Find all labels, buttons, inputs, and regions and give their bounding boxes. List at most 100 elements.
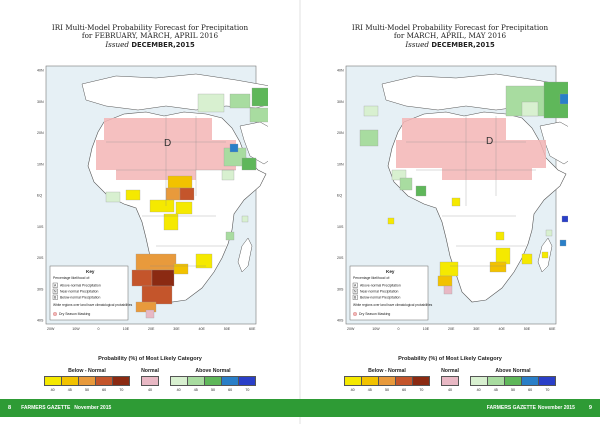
- legend-above-normal: Above Normal 40 45 50 60 70: [170, 368, 256, 392]
- above-normal-region: [221, 169, 235, 181]
- legend-below-label: Below - Normal: [68, 368, 106, 374]
- dry-mask-icon: [53, 312, 57, 316]
- footer-date: November 2015: [74, 405, 112, 411]
- key-title: Key: [86, 269, 95, 274]
- longitude-label: 60E: [549, 327, 556, 331]
- latitude-label: 40N: [37, 69, 44, 73]
- legend-title: Probability (%) of Most Likely Category: [98, 356, 202, 362]
- legend-normal-ticks: 40: [441, 388, 459, 392]
- legend-above-label: Above Normal: [195, 368, 231, 374]
- legend-swatch: [96, 377, 113, 385]
- footer-bar-left: 8 FARMERS GAZETTE November 2015: [0, 399, 300, 417]
- legend-below-normal: Below - Normal 40 45 50 60 70: [44, 368, 130, 392]
- latitude-label: EQ: [337, 194, 342, 198]
- key-item-label: Below-normal Precipitation: [360, 296, 400, 300]
- above-normal-region: [521, 101, 539, 117]
- legend-swatch: [188, 377, 205, 385]
- longitude-label: 10W: [372, 327, 380, 331]
- latitude-label: 30N: [337, 100, 344, 104]
- below-normal-region: [489, 261, 507, 273]
- legend-below-swatches: [44, 376, 130, 386]
- key-item-label: Near-normal Precipitation: [60, 290, 99, 294]
- issued-line: Issued DECEMBER,2015: [105, 39, 195, 49]
- legend-swatch: [113, 377, 129, 385]
- legend-below-swatches: [344, 376, 430, 386]
- landmass-arabia: [239, 121, 268, 165]
- below-normal-region: [141, 285, 173, 305]
- legend-swatch: [413, 377, 429, 385]
- legend-tick: 60: [102, 388, 107, 392]
- legend-swatch: [345, 377, 362, 385]
- legend-tick: 45: [193, 388, 198, 392]
- legend-tick: 70: [545, 388, 550, 392]
- below-normal-region: [163, 213, 179, 231]
- below-normal-region: [495, 247, 511, 265]
- latitude-label: 40S: [37, 319, 44, 323]
- longitude-label: 0: [98, 327, 100, 331]
- dry-season-label: D: [164, 138, 171, 149]
- key-note: White regions over land have climatologi…: [353, 303, 433, 307]
- above-normal-region: [251, 87, 268, 107]
- below-normal-region: [149, 199, 175, 213]
- legend-swatch: [171, 377, 188, 385]
- page-number: 9: [588, 405, 592, 411]
- legend-swatch: [442, 377, 458, 385]
- key-symbol: [52, 288, 58, 294]
- below-normal-region: [179, 187, 195, 201]
- legend-tick: 70: [119, 388, 124, 392]
- page-left: IRI Multi-Model Probability Forecast for…: [36, 23, 268, 392]
- key-dry-label: Dry Season Masking: [359, 312, 390, 316]
- key-title: Key: [386, 269, 395, 274]
- above-normal-region: [391, 169, 407, 181]
- below-normal-region: [451, 197, 461, 207]
- legend-tick: 60: [402, 388, 407, 392]
- latitude-label: 10S: [37, 225, 44, 229]
- key-subtitle: Percentage likelihood of:: [53, 276, 90, 280]
- legend-swatch: [379, 377, 396, 385]
- longitude-label: 50E: [524, 327, 531, 331]
- longitude-label: 50E: [224, 327, 231, 331]
- map-content: D: [81, 73, 268, 319]
- dry-season-mask: [116, 170, 196, 180]
- latitude-label: 10S: [337, 225, 344, 229]
- legend-swatch: [539, 377, 555, 385]
- legend-above-ticks: 40 45 50 60 70: [170, 388, 256, 392]
- dry-season-mask: [442, 168, 532, 180]
- legend-tick: 40: [350, 388, 355, 392]
- above-normal-region: [241, 215, 249, 223]
- above-normal-region: [229, 143, 239, 153]
- longitude-label: 10W: [72, 327, 80, 331]
- above-normal-region: [559, 239, 567, 247]
- forecast-map: D 40N 30N 20N 10N EQ 10S 20S 30S 40S 20W 10W 0 10E 20E…: [36, 58, 268, 338]
- above-normal-region: [105, 191, 121, 203]
- legend-swatch: [505, 377, 522, 385]
- dry-season-mask: [104, 118, 212, 140]
- dry-season-mask: [402, 118, 506, 140]
- below-normal-region: [387, 217, 395, 225]
- key-symbol-letter: A: [354, 284, 357, 288]
- legend-tick: 45: [67, 388, 72, 392]
- forecast-title: IRI Multi-Model Probability Forecast for…: [300, 23, 600, 49]
- dry-season-mask: [396, 140, 546, 168]
- latitude-label: 10N: [337, 162, 344, 166]
- key-box: [49, 265, 129, 321]
- legend-swatch: [488, 377, 505, 385]
- legend-below-normal: Below - Normal 40 45 50 60 70: [344, 368, 430, 392]
- map-key: Key Percentage likelihood of: A Above-norma…: [349, 265, 433, 321]
- latitude-label: 20N: [337, 131, 344, 135]
- above-normal-region: [545, 229, 553, 237]
- latitude-label: 40S: [337, 319, 344, 323]
- longitude-label: 0: [398, 327, 400, 331]
- legend-swatch: [62, 377, 79, 385]
- below-normal-region: [173, 263, 189, 275]
- title-line-1: IRI Multi-Model Probability Forecast for…: [351, 23, 549, 32]
- issued-line: Issued DECEMBER,2015: [405, 39, 495, 49]
- below-normal-region: [495, 231, 505, 241]
- legend-normal: Normal 40: [441, 368, 459, 392]
- latitude-label: 20S: [37, 256, 44, 260]
- page-gutter: [299, 0, 301, 424]
- title-line-2: for MARCH, APRIL, MAY 2016: [393, 31, 507, 41]
- longitude-label: 10E: [123, 327, 130, 331]
- latitude-label: 30S: [337, 287, 344, 291]
- legend-swatch: [79, 377, 96, 385]
